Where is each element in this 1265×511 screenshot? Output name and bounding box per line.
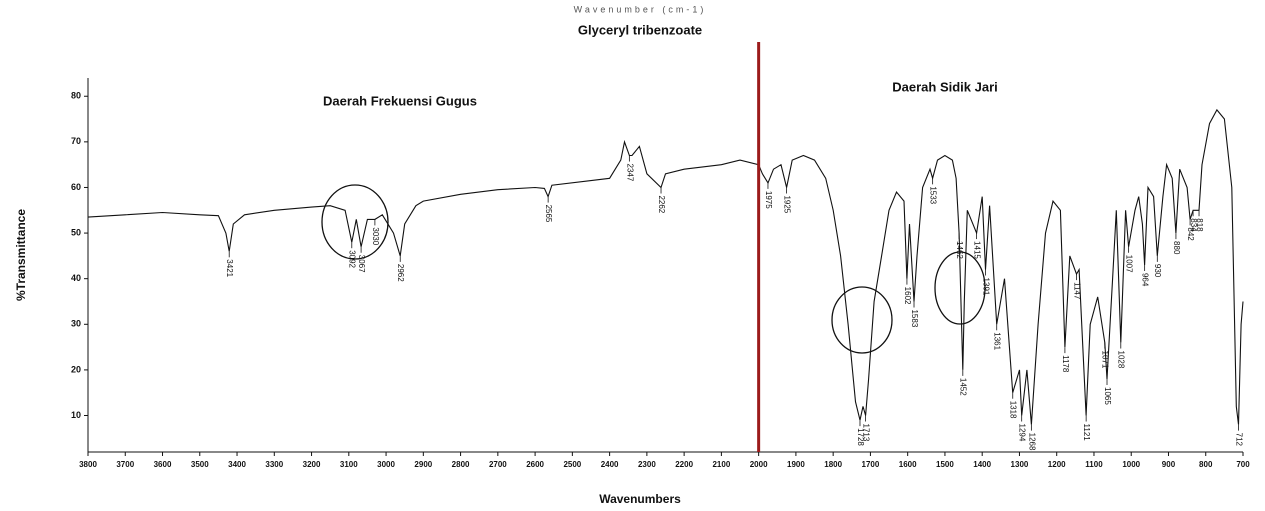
x-tick-label: 3100	[340, 460, 358, 469]
spectrum-line	[87, 108, 1244, 425]
x-axis-label: Wavenumbers	[599, 492, 681, 506]
peak-label: 842	[1186, 227, 1195, 241]
x-tick-label: 1900	[787, 460, 805, 469]
y-tick-label: 40	[71, 273, 81, 283]
x-tick-label: 1200	[1048, 460, 1066, 469]
peak-label: 1975	[764, 191, 773, 209]
x-tick-label: 1800	[824, 460, 842, 469]
peak-label: 3092	[348, 250, 357, 268]
peak-label: 1583	[910, 309, 919, 327]
peak-label: 1602	[903, 287, 912, 305]
peak-label: 3030	[371, 227, 380, 245]
peak-label: 930	[1153, 264, 1162, 278]
x-tick-label: 2300	[638, 460, 656, 469]
peak-label: 1361	[993, 332, 1002, 350]
peak-label: 964	[1141, 273, 1150, 287]
peak-label: 1391	[981, 278, 990, 296]
x-tick-label: 2000	[750, 460, 768, 469]
x-tick-label: 2100	[712, 460, 730, 469]
y-tick-label: 30	[71, 319, 81, 329]
x-tick-label: 1500	[936, 460, 954, 469]
annotation: Daerah Sidik Jari	[892, 79, 998, 94]
x-tick-label: 3400	[228, 460, 246, 469]
x-tick-label: 3700	[116, 460, 134, 469]
y-tick-label: 50	[71, 227, 81, 237]
peak-label: 2347	[625, 164, 634, 182]
x-tick-label: 2900	[414, 460, 432, 469]
x-tick-label: 3800	[79, 460, 97, 469]
peak-label: 1728	[856, 428, 865, 446]
x-tick-label: 1400	[973, 460, 991, 469]
highlight-circle	[831, 286, 893, 354]
peak-label: 1533	[929, 186, 938, 204]
x-tick-label: 1300	[1011, 460, 1029, 469]
x-tick-label: 3600	[154, 460, 172, 469]
x-tick-label: 3300	[265, 460, 283, 469]
x-tick-label: 3500	[191, 460, 209, 469]
peak-label: 712	[1234, 433, 1243, 447]
peak-label: 1415	[972, 241, 981, 259]
chart-title: Glyceryl tribenzoate	[578, 22, 702, 37]
x-tick-label: 1000	[1122, 460, 1140, 469]
peak-label: 1028	[1117, 351, 1126, 369]
x-tick-label: 2800	[452, 460, 470, 469]
x-tick-label: 3000	[377, 460, 395, 469]
y-tick-label: 70	[71, 136, 81, 146]
peak-label: 1065	[1103, 387, 1112, 405]
peak-label: 3421	[225, 259, 234, 277]
peak-label: 1071	[1101, 351, 1110, 369]
peak-label: 3067	[357, 255, 366, 273]
x-tick-label: 1600	[899, 460, 917, 469]
y-axis-label: %Transmittance	[14, 209, 28, 301]
peak-label: 1318	[1009, 401, 1018, 419]
x-tick-label: 800	[1199, 460, 1213, 469]
peak-label: 1007	[1125, 255, 1134, 273]
x-tick-label: 1700	[862, 460, 880, 469]
peak-label: 1713	[861, 424, 870, 442]
top-label: Wavenumber (cm-1)	[574, 4, 707, 14]
peak-label: 2565	[544, 205, 553, 223]
peak-label: 1147	[1072, 282, 1081, 300]
x-tick-label: 700	[1236, 460, 1250, 469]
peak-label: 1268	[1027, 433, 1036, 451]
highlight-circle	[321, 184, 389, 260]
peak-label: 2962	[396, 264, 405, 282]
x-tick-label: 1100	[1085, 460, 1103, 469]
x-tick-label: 2700	[489, 460, 507, 469]
y-tick-label: 10	[71, 410, 81, 420]
y-tick-label: 80	[71, 91, 81, 101]
annotation: Daerah Frekuensi Gugus	[323, 93, 477, 108]
peak-label: 1462	[955, 241, 964, 259]
x-tick-label: 2400	[601, 460, 619, 469]
peak-label: 1452	[959, 378, 968, 396]
peak-label: 1294	[1018, 424, 1027, 442]
y-tick-label: 20	[71, 364, 81, 374]
peak-label: 1925	[782, 195, 791, 213]
x-tick-label: 2600	[526, 460, 544, 469]
peak-label: 880	[1172, 241, 1181, 255]
peak-label: 834	[1189, 218, 1198, 232]
x-tick-label: 2500	[563, 460, 581, 469]
peak-label: 1121	[1082, 424, 1091, 442]
x-tick-label: 900	[1162, 460, 1176, 469]
y-tick-label: 60	[71, 182, 81, 192]
peak-label: 818	[1195, 218, 1204, 232]
peak-label: 2262	[657, 195, 666, 213]
x-tick-label: 2200	[675, 460, 693, 469]
x-tick-label: 3200	[303, 460, 321, 469]
peak-label: 1178	[1061, 355, 1070, 373]
